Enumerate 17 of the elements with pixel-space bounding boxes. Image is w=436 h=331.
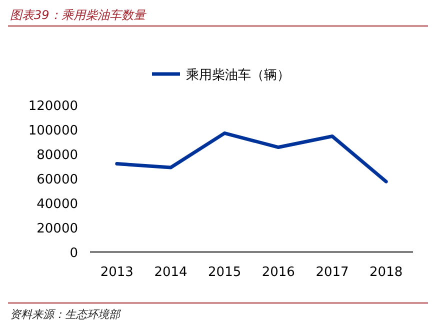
y-tick-label: 100000 (28, 124, 78, 138)
y-tick-label: 40000 (36, 197, 78, 212)
legend-label: 乘用柴油车（辆） (186, 68, 290, 83)
chart-title: 图表39：乘用柴油车数量 (10, 8, 146, 22)
y-tick-label: 0 (70, 246, 78, 261)
y-tick-label: 20000 (36, 222, 78, 236)
x-tick-label: 2017 (316, 265, 349, 280)
y-tick-label: 120000 (28, 99, 78, 114)
text: 资料来源：生态环境部 (10, 308, 122, 321)
x-tick-label: 2014 (154, 265, 188, 280)
x-tick-label: 2015 (208, 265, 242, 280)
y-tick-label: 80000 (36, 148, 78, 163)
line-series (115, 131, 388, 184)
y-tick-label: 60000 (36, 172, 78, 188)
x-tick-label: 2018 (370, 265, 403, 280)
x-tick-label: 2016 (262, 265, 295, 280)
x-tick-label: 2013 (100, 265, 134, 280)
